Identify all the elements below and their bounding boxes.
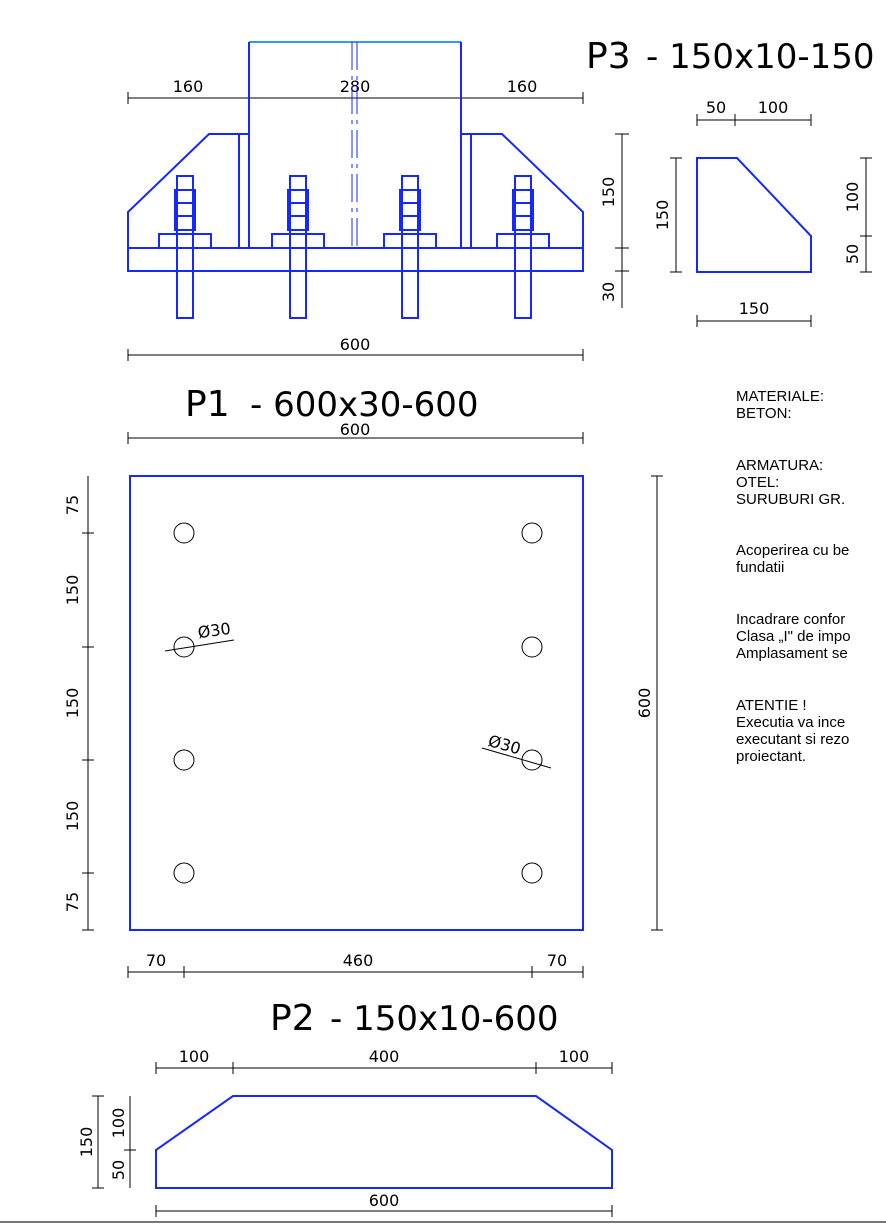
p1-code: P1 [185,384,230,425]
p2-spec: - 150x10-600 [330,999,559,1039]
p1-hole-label-b: Ø30 [486,731,523,758]
p1-dim-left-3: 150 [63,688,82,719]
p2-dim-top-3: 100 [559,1047,590,1066]
note-armatura: ARMATURA: [736,457,823,474]
p2-dim-left-b: 50 [109,1160,128,1180]
p1-dim-left-5: 75 [63,892,82,912]
p1-dim-right: 600 [635,688,654,719]
p1-dim-left-2: 150 [63,575,82,606]
note-acoperire-1: Acoperirea cu be [736,542,849,559]
elev-dim-right: 160 [507,77,538,96]
p3-dim-right-b: 50 [843,244,862,264]
note-executie-1: Executia va ince [736,714,845,731]
note-otel: OTEL: [736,474,779,491]
note-atentie: ATENTIE ! [736,697,807,714]
note-acoperire-2: fundatii [736,559,784,576]
p3-dim-top-a: 50 [706,98,726,117]
elev-dim-h30: 30 [599,282,618,302]
elev-dim-left: 160 [173,77,204,96]
elev-dim-middle: 280 [340,77,371,96]
note-incadrare-3: Amplasament se [736,645,848,662]
p3-spec: - 150x10-150 [646,37,875,77]
note-suruburi: SURUBURI GR. [736,491,845,508]
p2-detail: P2 - 150x10-600 100 400 100 150 100 50 6… [77,998,613,1217]
note-beton: BETON: [736,405,792,422]
p2-code: P2 [270,998,315,1039]
note-executie-3: proiectant. [736,748,806,765]
p3-dim-bottom: 150 [739,299,770,318]
p2-dim-top-2: 400 [369,1047,400,1066]
p2-dim-bottom: 600 [369,1191,400,1210]
note-incadrare-1: Incadrare confor [736,611,845,628]
p1-dim-bottom-3: 70 [547,951,567,970]
elev-dim-h150: 150 [599,177,618,208]
p2-dim-top-1: 100 [179,1047,210,1066]
elev-dim-total: 600 [340,335,371,354]
p3-dim-left: 150 [653,200,672,231]
p1-hole-label-a: Ø30 [197,619,232,642]
p2-dim-left-a: 100 [109,1108,128,1139]
note-executie-2: executant si rezo [736,731,849,748]
p3-code: P3 [586,36,631,77]
p1-dim-bottom-1: 70 [146,951,166,970]
notes-panel: MATERIALE: BETON: ARMATURA: OTEL: SURUBU… [736,388,851,765]
p1-dim-top: 600 [340,420,371,439]
p1-spec: - 600x30-600 [250,385,479,425]
p1-holes [173,522,543,884]
p3-dim-top-b: 100 [758,98,789,117]
p1-detail: P1 - 600x30-600 600 Ø30 Ø30 75 150 1 [63,384,663,978]
p1-dim-left-4: 150 [63,801,82,832]
p1-dim-left-1: 75 [63,495,82,515]
elevation-view: 160 280 160 [127,41,629,361]
p3-detail: P3 - 150x10-150 50 100 150 100 50 150 [586,36,875,327]
p1-dim-bottom-2: 460 [343,951,374,970]
p3-dim-right-a: 100 [843,182,862,213]
p2-dim-left-total: 150 [77,1127,96,1158]
bolt-group [158,175,550,319]
note-materiale: MATERIALE: [736,388,824,405]
note-incadrare-2: Clasa „I" de impo [736,628,851,645]
